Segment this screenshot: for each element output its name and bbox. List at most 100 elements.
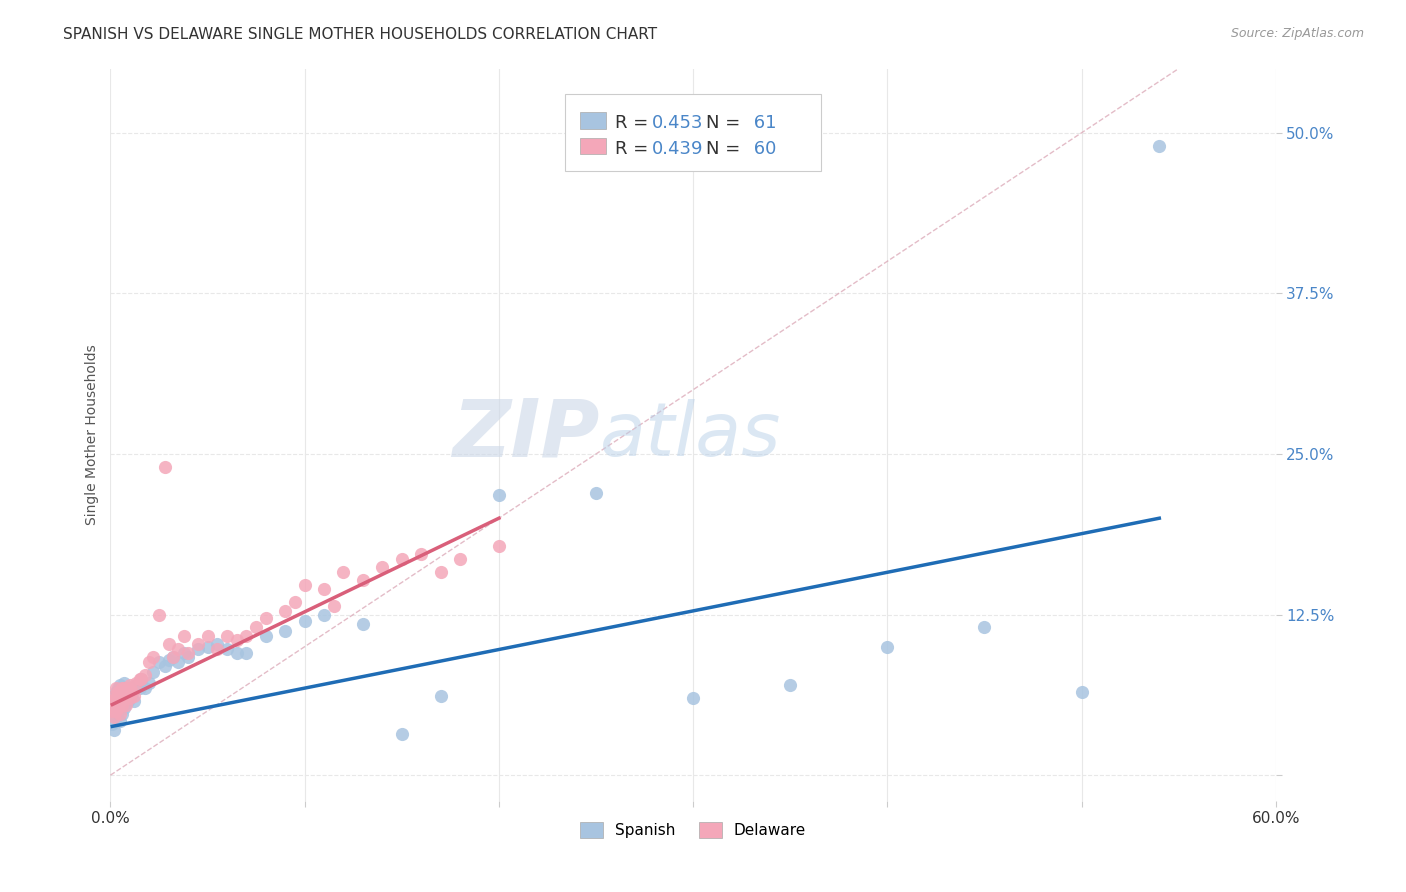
Point bbox=[101, 693, 124, 707]
Point bbox=[332, 565, 354, 579]
Text: SPANISH VS DELAWARE SINGLE MOTHER HOUSEHOLDS CORRELATION CHART: SPANISH VS DELAWARE SINGLE MOTHER HOUSEH… bbox=[63, 27, 658, 42]
Point bbox=[173, 629, 195, 643]
Point bbox=[105, 684, 128, 698]
Text: N =: N = bbox=[706, 114, 747, 132]
Point bbox=[112, 701, 135, 715]
Point bbox=[352, 616, 374, 631]
Point bbox=[122, 689, 145, 703]
Point bbox=[101, 716, 124, 731]
Y-axis label: Single Mother Households: Single Mother Households bbox=[86, 344, 100, 525]
Point bbox=[215, 642, 238, 657]
Point bbox=[108, 698, 131, 712]
Point bbox=[118, 691, 141, 706]
Point bbox=[108, 678, 131, 692]
Point bbox=[103, 710, 125, 724]
Point bbox=[107, 701, 129, 715]
FancyBboxPatch shape bbox=[565, 95, 821, 171]
Point bbox=[312, 582, 335, 596]
Point bbox=[131, 672, 153, 686]
Point bbox=[148, 607, 170, 622]
Legend: Spanish, Delaware: Spanish, Delaware bbox=[574, 816, 813, 845]
Point bbox=[128, 681, 150, 695]
Point bbox=[207, 637, 229, 651]
Point bbox=[107, 691, 129, 706]
Point bbox=[294, 614, 316, 628]
Point bbox=[117, 693, 139, 707]
Text: 0.439: 0.439 bbox=[652, 139, 704, 158]
Point bbox=[449, 552, 471, 566]
Point bbox=[177, 650, 200, 665]
Text: 61: 61 bbox=[748, 114, 776, 132]
Point bbox=[108, 693, 131, 707]
Point bbox=[162, 650, 184, 665]
Text: R =: R = bbox=[614, 139, 654, 158]
Point bbox=[429, 689, 451, 703]
Point bbox=[122, 693, 145, 707]
Point bbox=[121, 684, 143, 698]
Text: ZIP: ZIP bbox=[453, 396, 600, 474]
Point bbox=[111, 681, 134, 695]
Point bbox=[107, 693, 129, 707]
Point bbox=[115, 689, 138, 703]
Point bbox=[118, 691, 141, 706]
Point bbox=[352, 573, 374, 587]
Text: R =: R = bbox=[614, 114, 654, 132]
Point bbox=[112, 691, 135, 706]
Point bbox=[103, 689, 125, 703]
Point bbox=[488, 488, 510, 502]
Point bbox=[429, 565, 451, 579]
Point bbox=[105, 710, 128, 724]
Text: atlas: atlas bbox=[600, 399, 782, 471]
Point bbox=[148, 655, 170, 669]
Point bbox=[585, 485, 607, 500]
FancyBboxPatch shape bbox=[581, 112, 606, 128]
Point bbox=[108, 684, 131, 698]
Point bbox=[312, 607, 335, 622]
Point bbox=[103, 723, 125, 738]
Point bbox=[973, 620, 995, 634]
Point bbox=[115, 698, 138, 712]
Point bbox=[254, 611, 277, 625]
Point bbox=[118, 681, 141, 695]
Point bbox=[162, 650, 184, 665]
Point bbox=[111, 693, 134, 707]
Point bbox=[187, 642, 209, 657]
Point bbox=[294, 578, 316, 592]
Point bbox=[121, 686, 143, 700]
Point bbox=[322, 599, 344, 613]
Point bbox=[1149, 138, 1171, 153]
Point bbox=[142, 650, 165, 665]
Point bbox=[112, 675, 135, 690]
Point bbox=[173, 646, 195, 660]
Point bbox=[103, 698, 125, 712]
Point bbox=[153, 459, 176, 474]
Point bbox=[107, 684, 129, 698]
Point bbox=[235, 629, 257, 643]
Point bbox=[207, 642, 229, 657]
Point bbox=[115, 681, 138, 695]
Point bbox=[1070, 684, 1092, 698]
Text: 0.453: 0.453 bbox=[652, 114, 704, 132]
Point bbox=[105, 681, 128, 695]
Point bbox=[167, 655, 190, 669]
Point bbox=[134, 681, 156, 695]
FancyBboxPatch shape bbox=[581, 138, 606, 154]
Point bbox=[105, 691, 128, 706]
Point bbox=[274, 604, 297, 618]
Point bbox=[105, 704, 128, 718]
Point bbox=[779, 678, 801, 692]
Point bbox=[197, 629, 219, 643]
Point bbox=[371, 560, 394, 574]
Point bbox=[876, 640, 898, 654]
Point bbox=[115, 689, 138, 703]
Point bbox=[274, 624, 297, 639]
Point bbox=[197, 640, 219, 654]
Text: N =: N = bbox=[706, 139, 747, 158]
Text: Source: ZipAtlas.com: Source: ZipAtlas.com bbox=[1230, 27, 1364, 40]
Point bbox=[124, 675, 146, 690]
Point bbox=[128, 672, 150, 686]
Point bbox=[131, 672, 153, 686]
Point bbox=[138, 675, 160, 690]
Point bbox=[108, 706, 131, 721]
Point bbox=[111, 689, 134, 703]
